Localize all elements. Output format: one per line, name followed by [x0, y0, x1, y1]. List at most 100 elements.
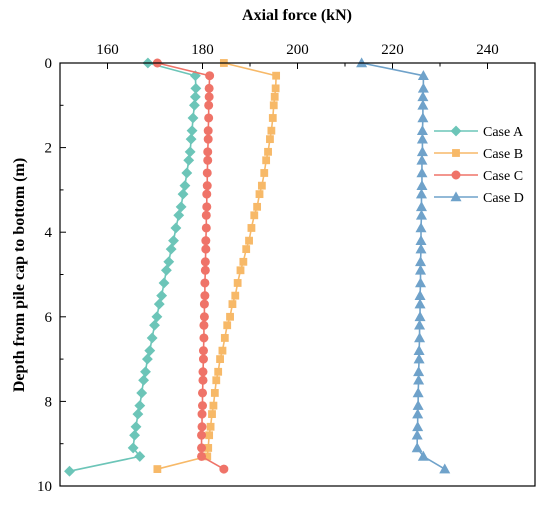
data-point — [417, 91, 429, 102]
data-point — [250, 211, 259, 220]
data-point — [416, 146, 428, 157]
y-tick-label: 2 — [45, 141, 53, 157]
legend: Case A Case B Case C Case D — [434, 125, 524, 206]
data-point — [190, 82, 202, 94]
legend-item: Case A — [434, 125, 524, 140]
legend-marker — [452, 149, 460, 157]
data-point — [187, 112, 199, 124]
data-point — [208, 410, 216, 418]
data-point — [212, 376, 221, 385]
legend-label: Case D — [483, 191, 524, 206]
data-point — [186, 125, 198, 137]
x-tick-label: 200 — [286, 42, 309, 58]
data-point — [264, 147, 272, 156]
data-point — [214, 367, 223, 376]
data-point — [412, 400, 424, 410]
data-point — [413, 374, 425, 385]
legend-item: Case C — [434, 169, 523, 184]
data-point — [201, 210, 211, 220]
data-point — [202, 168, 212, 178]
legend-label: Case C — [483, 169, 523, 184]
data-point — [201, 223, 211, 233]
data-point — [412, 408, 424, 419]
data-point — [201, 236, 211, 246]
series-case-d — [356, 57, 451, 474]
data-point — [209, 401, 218, 410]
x-tick-label: 240 — [476, 42, 499, 58]
series-case-b — [153, 59, 281, 473]
legend-marker — [451, 170, 461, 180]
data-point — [239, 257, 248, 266]
data-point — [414, 290, 426, 300]
data-point — [417, 99, 429, 110]
data-point — [233, 279, 242, 287]
data-point — [134, 400, 146, 412]
data-point — [223, 321, 232, 330]
data-point — [417, 82, 429, 93]
data-point — [414, 319, 426, 330]
data-point — [197, 443, 207, 453]
data-point — [198, 367, 208, 377]
data-point — [204, 83, 214, 93]
data-point — [141, 353, 153, 365]
data-point — [219, 464, 229, 474]
data-point — [129, 429, 140, 441]
legend-item: Case B — [434, 147, 523, 162]
data-point — [236, 266, 245, 275]
data-point — [415, 209, 427, 220]
data-point — [136, 387, 148, 399]
data-point — [439, 463, 451, 474]
data-point — [198, 388, 208, 398]
data-point — [153, 465, 162, 473]
data-point — [204, 113, 214, 123]
data-point — [220, 334, 229, 342]
data-point — [175, 201, 187, 213]
data-point — [200, 278, 210, 288]
y-tick-label: 8 — [45, 394, 53, 410]
data-point — [414, 298, 426, 309]
data-point — [415, 256, 427, 267]
data-point — [198, 346, 208, 356]
data-point — [245, 236, 253, 245]
data-point — [189, 99, 200, 111]
data-point — [411, 429, 423, 440]
x-tick-label: 160 — [96, 42, 119, 58]
data-point — [226, 312, 234, 321]
data-point — [200, 265, 210, 275]
data-point — [253, 202, 262, 211]
data-point — [199, 333, 209, 343]
data-point — [216, 355, 224, 363]
data-point — [197, 451, 207, 461]
data-point — [411, 442, 423, 453]
data-point — [247, 224, 256, 232]
data-point — [144, 345, 156, 357]
data-point — [416, 133, 428, 144]
data-point — [415, 188, 427, 199]
y-tick-label: 0 — [45, 56, 53, 72]
data-point — [203, 155, 213, 165]
data-point — [138, 374, 150, 386]
data-point — [173, 209, 185, 221]
data-point — [260, 169, 269, 177]
data-point — [189, 91, 201, 103]
data-point — [231, 291, 240, 300]
data-point — [228, 300, 237, 309]
data-point — [272, 71, 281, 80]
data-point — [203, 134, 213, 144]
data-point — [200, 257, 210, 267]
data-point — [414, 311, 426, 322]
data-point — [199, 312, 209, 322]
data-point — [202, 181, 212, 191]
data-point — [271, 84, 280, 93]
plot-frame — [59, 62, 536, 487]
data-point — [262, 156, 271, 165]
data-point — [165, 243, 177, 255]
series-line — [69, 62, 197, 472]
data-point — [268, 114, 277, 122]
data-point — [266, 135, 274, 144]
data-point — [204, 92, 214, 102]
data-point — [198, 401, 208, 411]
data-point — [269, 101, 278, 110]
data-point — [203, 147, 213, 157]
